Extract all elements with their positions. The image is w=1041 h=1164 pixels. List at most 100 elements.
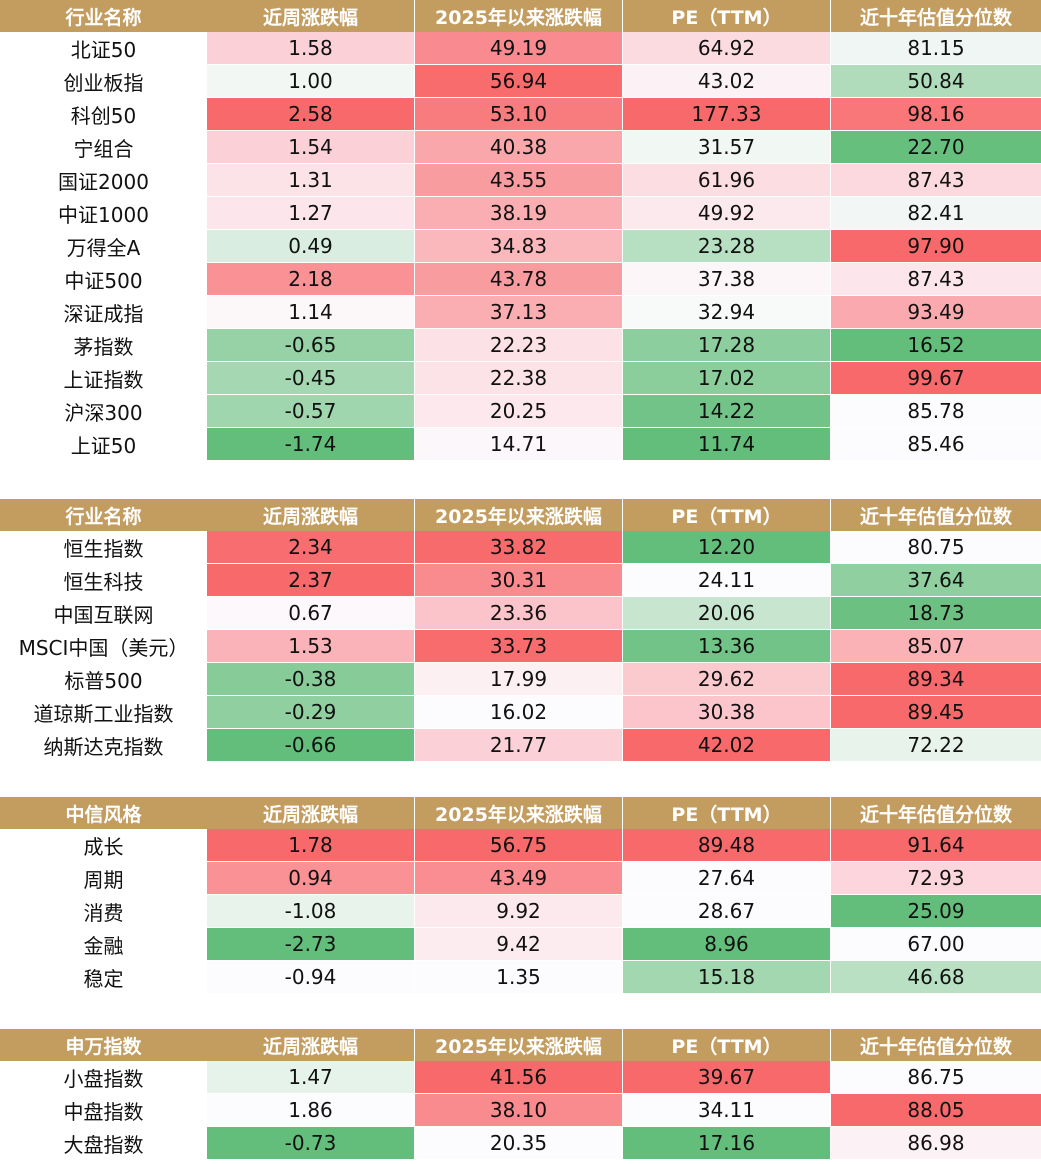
row-name: 中证500 — [0, 263, 207, 296]
header-week-change: 近周涨跌幅 — [207, 0, 415, 32]
cell-pe-ttm: 15.18 — [623, 961, 831, 994]
cell-ytd-change: 33.73 — [415, 630, 623, 663]
cell-week-change: 1.53 — [207, 630, 415, 663]
cell-pe-ttm: 30.38 — [623, 696, 831, 729]
cell-valuation-percentile: 87.43 — [831, 164, 1041, 197]
table-row: 中盘指数 1.86 38.10 34.11 88.05 — [0, 1094, 1041, 1127]
cell-ytd-change: 37.13 — [415, 296, 623, 329]
cell-pe-ttm: 28.67 — [623, 895, 831, 928]
row-name: 茅指数 — [0, 329, 207, 362]
cell-ytd-change: 40.38 — [415, 131, 623, 164]
cell-pe-ttm: 14.22 — [623, 395, 831, 428]
cell-pe-ttm: 32.94 — [623, 296, 831, 329]
cell-week-change: 2.34 — [207, 531, 415, 564]
cell-valuation-percentile: 86.75 — [831, 1061, 1041, 1094]
row-name: 中证1000 — [0, 197, 207, 230]
row-name: 稳定 — [0, 961, 207, 994]
row-name: 金融 — [0, 928, 207, 961]
cell-pe-ttm: 24.11 — [623, 564, 831, 597]
cell-pe-ttm: 37.38 — [623, 263, 831, 296]
table-header-row: 行业名称 近周涨跌幅 2025年以来涨跌幅 PE（TTM） 近十年估值分位数 — [0, 0, 1041, 32]
row-name: 标普500 — [0, 663, 207, 696]
cell-valuation-percentile: 81.15 — [831, 32, 1041, 65]
row-name: 消费 — [0, 895, 207, 928]
row-name: 深证成指 — [0, 296, 207, 329]
row-name: 恒生指数 — [0, 531, 207, 564]
row-name: 上证指数 — [0, 362, 207, 395]
cell-valuation-percentile: 22.70 — [831, 131, 1041, 164]
cell-pe-ttm: 17.28 — [623, 329, 831, 362]
header-pe-ttm: PE（TTM） — [623, 797, 831, 829]
row-name: 中国互联网 — [0, 597, 207, 630]
row-name: 创业板指 — [0, 65, 207, 98]
cell-valuation-percentile: 67.00 — [831, 928, 1041, 961]
cell-ytd-change: 22.23 — [415, 329, 623, 362]
cell-week-change: 0.49 — [207, 230, 415, 263]
cell-week-change: 0.67 — [207, 597, 415, 630]
row-name: 北证50 — [0, 32, 207, 65]
cell-ytd-change: 33.82 — [415, 531, 623, 564]
table-row: 沪深300 -0.57 20.25 14.22 85.78 — [0, 395, 1041, 428]
cell-pe-ttm: 61.96 — [623, 164, 831, 197]
cell-week-change: -0.57 — [207, 395, 415, 428]
cell-pe-ttm: 31.57 — [623, 131, 831, 164]
cell-pe-ttm: 27.64 — [623, 862, 831, 895]
cell-week-change: 1.14 — [207, 296, 415, 329]
cell-valuation-percentile: 25.09 — [831, 895, 1041, 928]
table-row: 恒生科技 2.37 30.31 24.11 37.64 — [0, 564, 1041, 597]
header-pe-ttm: PE（TTM） — [623, 1029, 831, 1061]
cell-valuation-percentile: 85.46 — [831, 428, 1041, 461]
cell-week-change: -2.73 — [207, 928, 415, 961]
cell-valuation-percentile: 98.16 — [831, 98, 1041, 131]
cell-valuation-percentile: 86.98 — [831, 1127, 1041, 1160]
header-week-change: 近周涨跌幅 — [207, 797, 415, 829]
cell-ytd-change: 43.49 — [415, 862, 623, 895]
header-week-change: 近周涨跌幅 — [207, 499, 415, 531]
cell-week-change: 1.00 — [207, 65, 415, 98]
data-table-2: 行业名称 近周涨跌幅 2025年以来涨跌幅 PE（TTM） 近十年估值分位数 恒生指数 2.… — [0, 499, 1041, 762]
cell-pe-ttm: 64.92 — [623, 32, 831, 65]
data-table-4: 申万指数 近周涨跌幅 2025年以来涨跌幅 PE（TTM） 近十年估值分位数 小盘指数 1.… — [0, 1029, 1041, 1160]
cell-ytd-change: 30.31 — [415, 564, 623, 597]
cell-valuation-percentile: 87.43 — [831, 263, 1041, 296]
table-row: MSCI中国（美元） 1.53 33.73 13.36 85.07 — [0, 630, 1041, 663]
header-pe-ttm: PE（TTM） — [623, 0, 831, 32]
table-row: 周期 0.94 43.49 27.64 72.93 — [0, 862, 1041, 895]
row-name: 成长 — [0, 829, 207, 862]
cell-ytd-change: 56.75 — [415, 829, 623, 862]
cell-valuation-percentile: 37.64 — [831, 564, 1041, 597]
cell-valuation-percentile: 85.07 — [831, 630, 1041, 663]
cell-pe-ttm: 8.96 — [623, 928, 831, 961]
table-row: 恒生指数 2.34 33.82 12.20 80.75 — [0, 531, 1041, 564]
header-week-change: 近周涨跌幅 — [207, 1029, 415, 1061]
row-name: 大盘指数 — [0, 1127, 207, 1160]
cell-week-change: -0.38 — [207, 663, 415, 696]
cell-ytd-change: 16.02 — [415, 696, 623, 729]
table-row: 中证1000 1.27 38.19 49.92 82.41 — [0, 197, 1041, 230]
table-row: 深证成指 1.14 37.13 32.94 93.49 — [0, 296, 1041, 329]
header-valuation-percentile: 近十年估值分位数 — [859, 6, 1012, 29]
cell-valuation-percentile: 72.93 — [831, 862, 1041, 895]
cell-valuation-percentile: 82.41 — [831, 197, 1041, 230]
table-row: 消费 -1.08 9.92 28.67 25.09 — [0, 895, 1041, 928]
table-row: 宁组合 1.54 40.38 31.57 22.70 — [0, 131, 1041, 164]
table-row: 成长 1.78 56.75 89.48 91.64 — [0, 829, 1041, 862]
table-row: 中证500 2.18 43.78 37.38 87.43 — [0, 263, 1041, 296]
cell-week-change: -1.74 — [207, 428, 415, 461]
cell-ytd-change: 20.35 — [415, 1127, 623, 1160]
cell-week-change: 1.86 — [207, 1094, 415, 1127]
row-name: MSCI中国（美元） — [0, 630, 207, 663]
cell-pe-ttm: 177.33 — [623, 98, 831, 131]
cell-week-change: 1.58 — [207, 32, 415, 65]
header-valuation-percentile: 近十年估值分位数 — [859, 1035, 1012, 1058]
row-name: 科创50 — [0, 98, 207, 131]
cell-pe-ttm: 11.74 — [623, 428, 831, 461]
cell-pe-ttm: 17.02 — [623, 362, 831, 395]
table-row: 金融 -2.73 9.42 8.96 67.00 — [0, 928, 1041, 961]
cell-ytd-change: 43.78 — [415, 263, 623, 296]
cell-ytd-change: 14.71 — [415, 428, 623, 461]
table-row: 小盘指数 1.47 41.56 39.67 86.75 — [0, 1061, 1041, 1094]
cell-ytd-change: 41.56 — [415, 1061, 623, 1094]
table-row: 稳定 -0.94 1.35 15.18 46.68 — [0, 961, 1041, 994]
cell-valuation-percentile: 50.84 — [831, 65, 1041, 98]
